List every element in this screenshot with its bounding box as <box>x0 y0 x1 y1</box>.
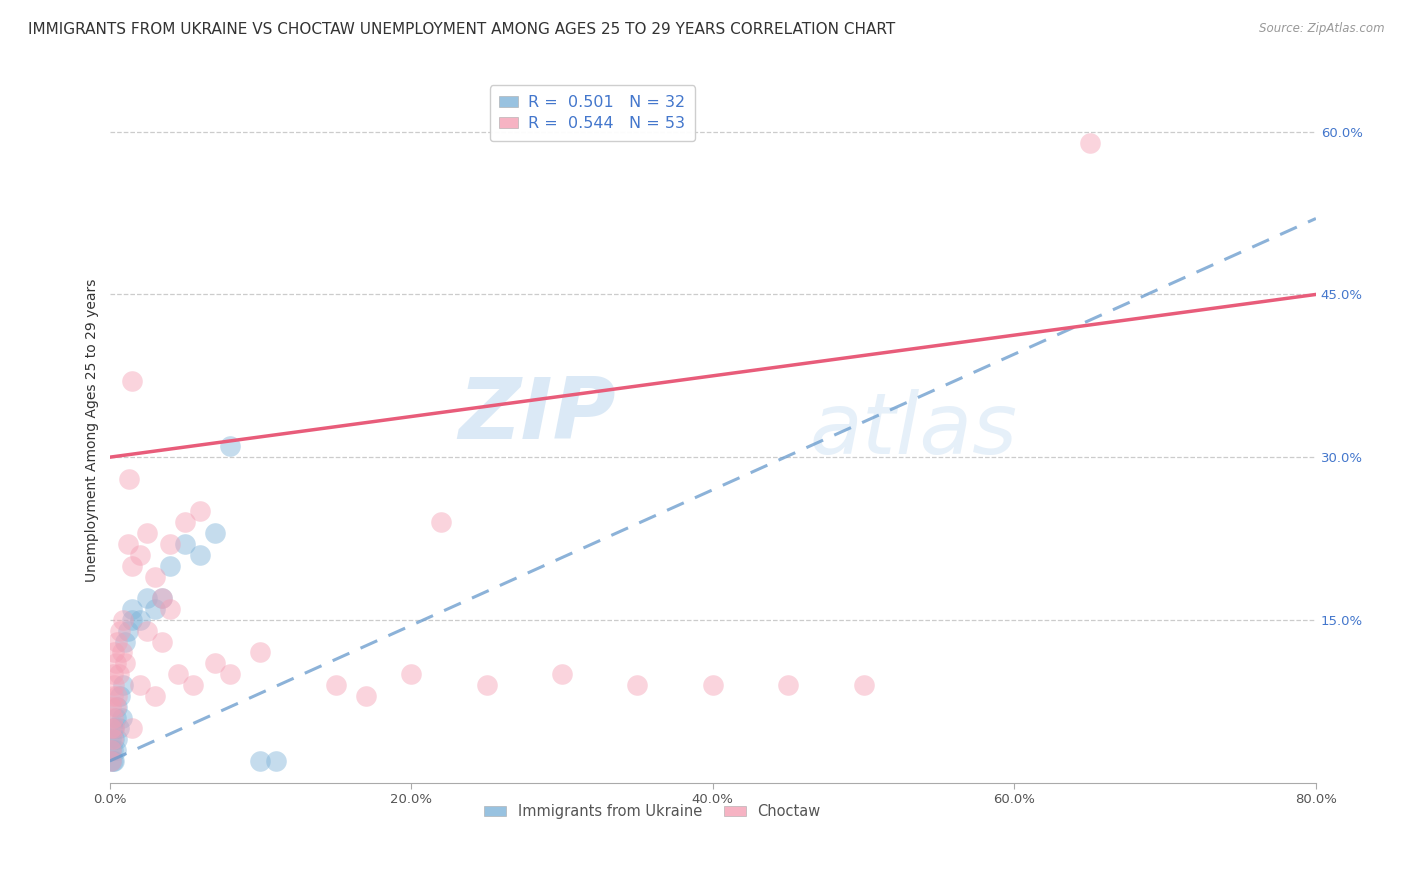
Point <box>475 678 498 692</box>
Point <box>101 743 124 757</box>
Point <box>188 504 211 518</box>
Point <box>551 667 574 681</box>
Point <box>121 613 143 627</box>
Point <box>100 732 122 747</box>
Point <box>114 634 136 648</box>
Point <box>101 667 124 681</box>
Point <box>100 754 122 768</box>
Point <box>136 526 159 541</box>
Point <box>143 689 166 703</box>
Point <box>117 624 139 638</box>
Point <box>152 591 174 606</box>
Point <box>136 624 159 638</box>
Point <box>100 699 122 714</box>
Point <box>159 602 181 616</box>
Point <box>104 743 127 757</box>
Point <box>159 558 181 573</box>
Point <box>104 710 127 724</box>
Point <box>107 722 129 736</box>
Point <box>101 754 124 768</box>
Point <box>188 548 211 562</box>
Point <box>110 689 132 703</box>
Point <box>121 602 143 616</box>
Point <box>249 645 271 659</box>
Point <box>101 722 124 736</box>
Point <box>128 678 150 692</box>
Point <box>401 667 423 681</box>
Point <box>114 657 136 671</box>
Point <box>136 591 159 606</box>
Point <box>112 678 135 692</box>
Point <box>166 667 188 681</box>
Point <box>103 754 125 768</box>
Point <box>159 537 181 551</box>
Point <box>103 722 125 736</box>
Point <box>852 678 875 692</box>
Point <box>325 678 347 692</box>
Point <box>110 624 132 638</box>
Point <box>121 558 143 573</box>
Point <box>174 516 197 530</box>
Point <box>100 743 122 757</box>
Point <box>121 722 143 736</box>
Point <box>1078 136 1101 150</box>
Point <box>103 722 125 736</box>
Point <box>101 732 124 747</box>
Text: Source: ZipAtlas.com: Source: ZipAtlas.com <box>1260 22 1385 36</box>
Point <box>264 754 287 768</box>
Point <box>101 710 124 724</box>
Point <box>104 657 127 671</box>
Point <box>111 645 134 659</box>
Point <box>219 439 242 453</box>
Point <box>105 689 128 703</box>
Point <box>105 732 128 747</box>
Point <box>778 678 800 692</box>
Point <box>121 374 143 388</box>
Point <box>626 678 648 692</box>
Y-axis label: Unemployment Among Ages 25 to 29 years: Unemployment Among Ages 25 to 29 years <box>86 278 100 582</box>
Point <box>143 569 166 583</box>
Point <box>112 613 135 627</box>
Point <box>104 699 127 714</box>
Point <box>100 743 122 757</box>
Point <box>204 657 226 671</box>
Point <box>105 634 128 648</box>
Point <box>152 591 174 606</box>
Point <box>128 613 150 627</box>
Point <box>174 537 197 551</box>
Point <box>249 754 271 768</box>
Point <box>118 472 141 486</box>
Point <box>100 722 122 736</box>
Point <box>181 678 204 692</box>
Point <box>143 602 166 616</box>
Point <box>204 526 226 541</box>
Point <box>152 634 174 648</box>
Point <box>103 732 125 747</box>
Point <box>100 754 122 768</box>
Point <box>103 678 125 692</box>
Point <box>103 645 125 659</box>
Point <box>128 548 150 562</box>
Point <box>105 699 128 714</box>
Legend: Immigrants from Ukraine, Choctaw: Immigrants from Ukraine, Choctaw <box>478 798 827 825</box>
Point <box>111 710 134 724</box>
Point <box>430 516 453 530</box>
Text: atlas: atlas <box>810 389 1018 472</box>
Point <box>219 667 242 681</box>
Text: IMMIGRANTS FROM UKRAINE VS CHOCTAW UNEMPLOYMENT AMONG AGES 25 TO 29 YEARS CORREL: IMMIGRANTS FROM UKRAINE VS CHOCTAW UNEMP… <box>28 22 896 37</box>
Point <box>354 689 377 703</box>
Point <box>101 689 124 703</box>
Point <box>107 667 129 681</box>
Text: ZIP: ZIP <box>458 375 616 458</box>
Point <box>702 678 724 692</box>
Point <box>117 537 139 551</box>
